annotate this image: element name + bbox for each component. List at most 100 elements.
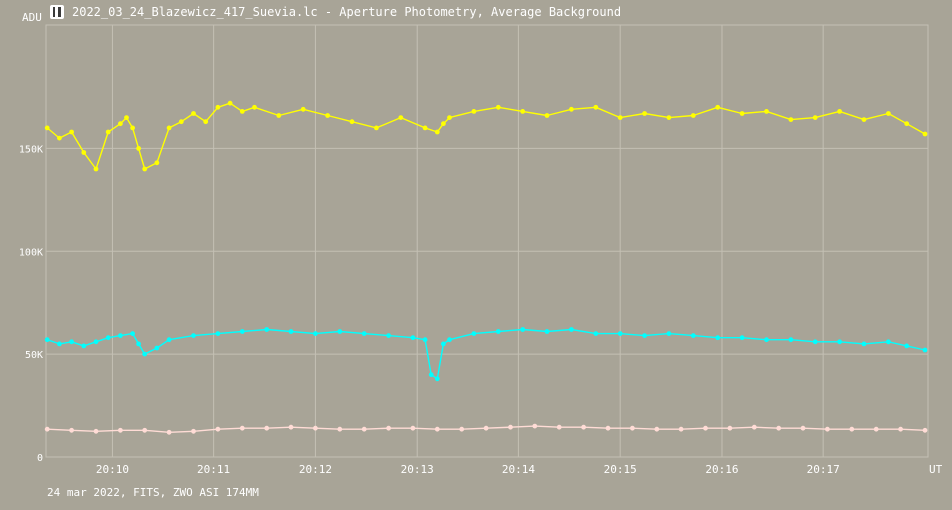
data-point-comparison <box>428 372 434 378</box>
data-point-comparison <box>447 337 452 343</box>
data-point-target <box>739 111 745 116</box>
data-point-target <box>215 104 221 110</box>
data-point-target <box>471 109 477 114</box>
data-point-background <box>264 425 270 431</box>
data-point-comparison <box>386 333 391 338</box>
data-point-comparison <box>690 333 696 338</box>
data-point-target <box>544 113 550 118</box>
data-point-target <box>886 111 891 116</box>
data-point-comparison <box>264 327 270 332</box>
data-point-background <box>630 425 635 431</box>
data-point-comparison <box>142 351 148 357</box>
data-point-target <box>434 129 440 135</box>
data-point-target <box>93 166 99 172</box>
data-point-comparison <box>520 327 526 332</box>
data-point-background <box>386 425 391 431</box>
data-point-target <box>593 104 599 110</box>
data-point-comparison <box>441 341 446 347</box>
y-tick-label: 100K <box>19 247 43 258</box>
data-point-target <box>398 115 404 120</box>
data-point-comparison <box>837 339 842 345</box>
data-point-background <box>166 429 172 435</box>
data-point-background <box>556 424 562 430</box>
observation-info: 24 mar 2022, FITS, ZWO ASI 174MM <box>47 486 259 499</box>
data-point-comparison <box>93 339 99 345</box>
series-comparison <box>44 327 928 382</box>
data-point-target <box>154 160 160 166</box>
data-point-comparison <box>788 337 794 343</box>
data-point-target <box>642 111 647 116</box>
x-axis-label: UT <box>929 463 943 476</box>
chart-grid <box>45 24 929 458</box>
data-point-target <box>690 113 696 118</box>
data-point-comparison <box>569 327 574 332</box>
data-point-comparison <box>593 331 599 336</box>
data-point-background <box>483 425 489 431</box>
x-tick-label: 20:12 <box>299 463 332 476</box>
y-axis-label: ADU <box>22 11 42 24</box>
data-point-background <box>313 425 318 431</box>
data-point-target <box>788 117 794 122</box>
data-point-background <box>215 426 221 432</box>
data-point-target <box>520 109 526 114</box>
x-tick-label: 20:16 <box>705 463 738 476</box>
data-point-target <box>495 104 501 110</box>
data-point-target <box>166 125 172 131</box>
data-point-background <box>825 426 830 432</box>
data-point-comparison <box>81 343 87 349</box>
data-point-comparison <box>105 335 111 341</box>
data-point-background <box>93 428 99 434</box>
data-point-target <box>904 121 910 127</box>
y-tick-label: 50K <box>25 350 43 361</box>
data-point-comparison <box>922 347 928 353</box>
data-point-background <box>337 426 343 432</box>
data-point-background <box>581 424 586 430</box>
data-point-comparison <box>69 339 74 345</box>
data-point-comparison <box>642 333 647 338</box>
data-point-comparison <box>812 339 818 345</box>
chart-axes: 0 50K 100K 150K 20:10 20:11 20:12 20:13 20:14 20:… <box>19 11 943 476</box>
x-tick-label: 20:13 <box>401 463 434 476</box>
data-point-target <box>105 129 111 135</box>
data-point-background <box>191 428 196 434</box>
data-point-background <box>605 425 611 431</box>
x-tick-label: 20:17 <box>807 463 840 476</box>
series-background <box>44 423 928 435</box>
data-point-comparison <box>861 341 867 347</box>
data-point-target <box>69 129 74 135</box>
data-point-target <box>812 115 818 120</box>
data-point-comparison <box>130 331 136 336</box>
x-tick-label: 20:11 <box>197 463 230 476</box>
data-point-target <box>124 115 129 120</box>
x-tick-label: 20:14 <box>502 463 535 476</box>
data-point-comparison <box>215 331 221 336</box>
data-point-background <box>508 424 513 430</box>
data-point-comparison <box>617 331 623 336</box>
data-point-target <box>922 131 928 137</box>
series-line-target <box>46 102 926 170</box>
data-point-background <box>434 426 440 432</box>
data-point-background <box>678 426 684 432</box>
data-point-background <box>410 425 416 431</box>
data-point-target <box>837 109 842 114</box>
data-point-target <box>861 117 867 122</box>
data-point-comparison <box>715 335 721 341</box>
app-logo-icon[interactable] <box>50 5 64 19</box>
data-point-background <box>849 426 855 432</box>
data-point-target <box>715 104 721 110</box>
data-point-background <box>532 423 538 429</box>
data-point-background <box>800 425 806 431</box>
window-titlebar: 2022_03_24_Blazewicz_417_Suevia.lc - Ape… <box>50 3 621 21</box>
data-point-background <box>118 427 123 433</box>
data-point-comparison <box>904 343 910 349</box>
data-point-comparison <box>44 337 50 343</box>
data-point-comparison <box>422 337 428 343</box>
data-point-comparison <box>191 333 196 338</box>
data-point-background <box>239 425 245 431</box>
data-point-background <box>288 424 294 430</box>
data-point-comparison <box>57 341 62 347</box>
data-point-target <box>136 146 142 151</box>
data-point-target <box>764 109 769 114</box>
data-point-target <box>57 135 62 141</box>
